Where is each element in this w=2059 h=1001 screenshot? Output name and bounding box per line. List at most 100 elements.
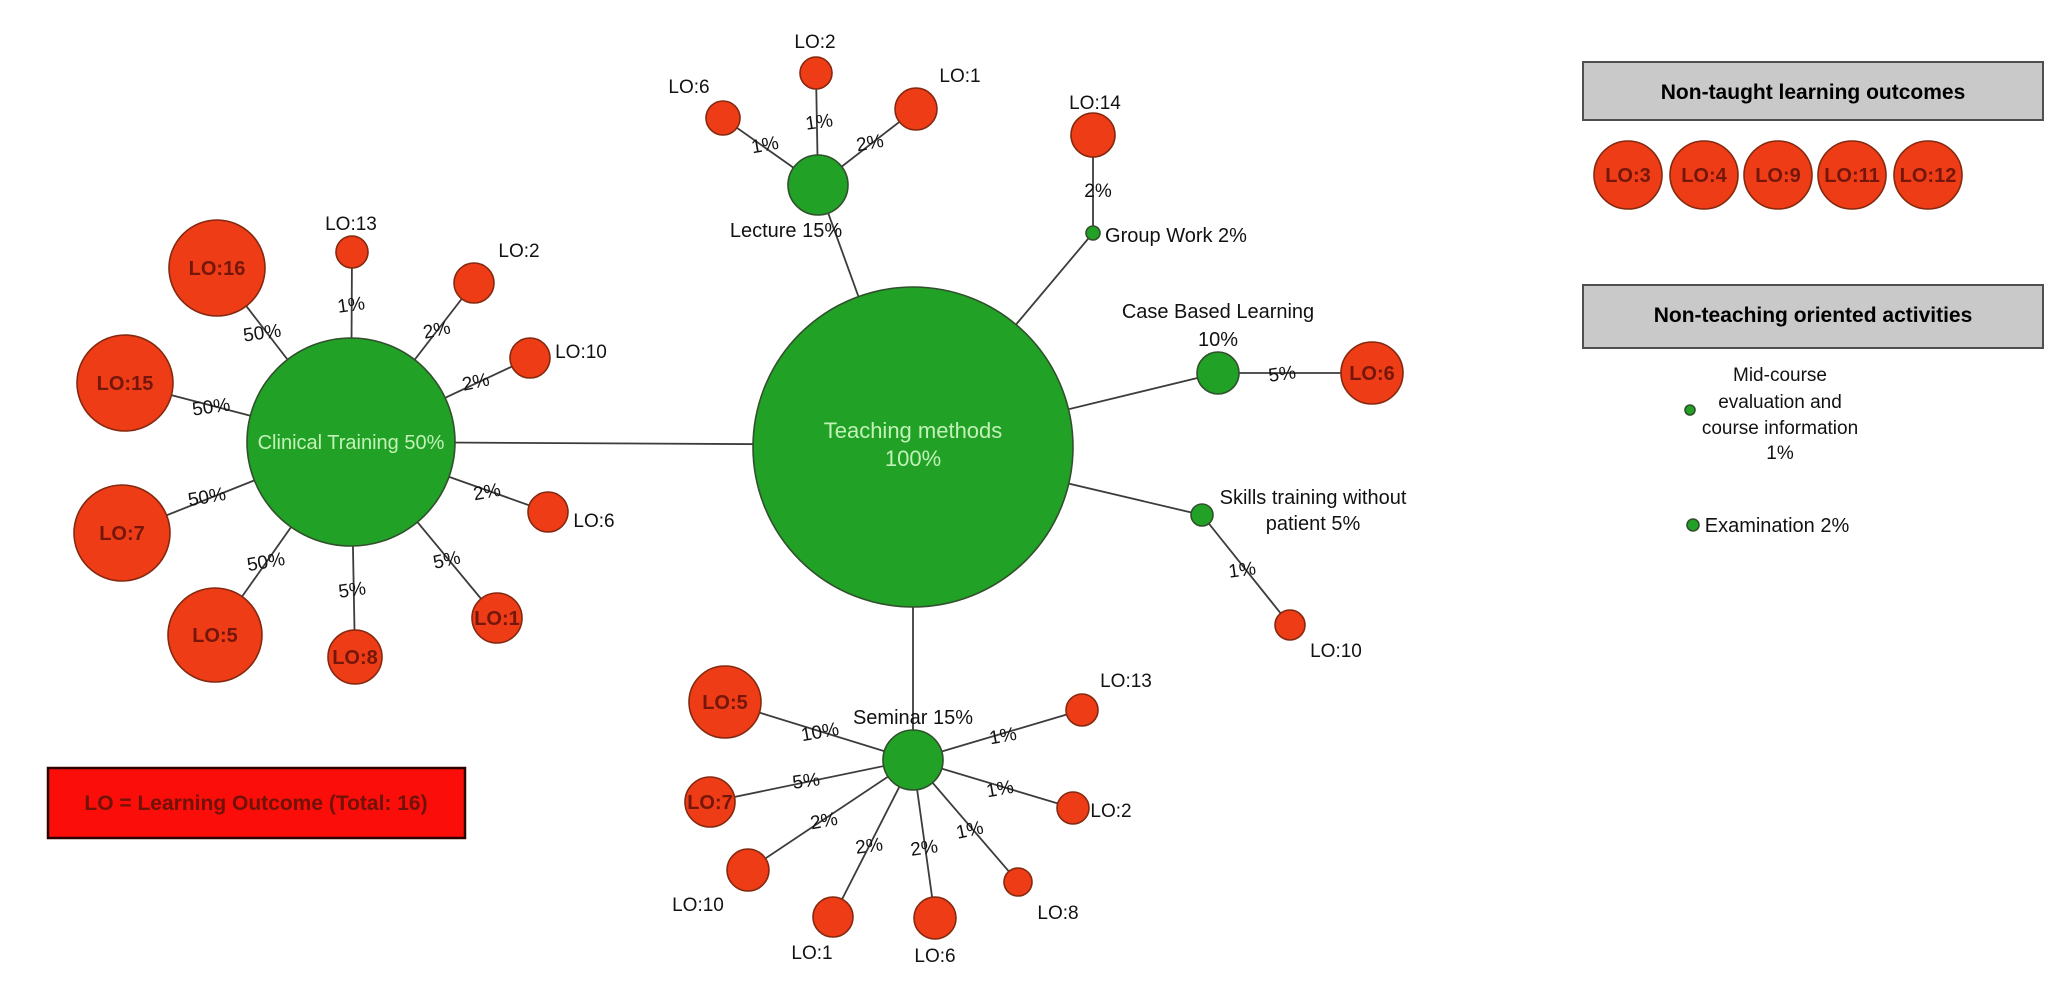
legend-lo4-label: LO:4 <box>1681 165 1727 187</box>
seminar-lo8-label: LO:8 <box>1037 903 1078 924</box>
node-clinical-lo6 <box>527 491 569 533</box>
pct-groupwork-lo14: 2% <box>1084 181 1112 202</box>
pct-seminar-lo6: 2% <box>909 836 939 861</box>
node-seminar <box>882 729 944 791</box>
node-seminar-lo13 <box>1065 693 1099 727</box>
teaching-methods-pct: 100% <box>885 446 941 471</box>
node-legend-lo3 <box>1593 140 1663 210</box>
pct-lecture-lo1: 2% <box>855 131 886 156</box>
node-clinical-lo2 <box>453 262 495 304</box>
legend-lo9-label: LO:9 <box>1755 165 1801 187</box>
node-skills-training <box>1190 503 1214 527</box>
clinical-lo10-label: LO:10 <box>555 342 607 363</box>
clinical-lo15-label: LO:15 <box>97 373 154 395</box>
node-seminar-lo5 <box>688 665 762 739</box>
node-lecture-lo1 <box>894 87 938 131</box>
node-legend-lo12 <box>1893 140 1963 210</box>
node-clinical-lo7 <box>73 484 171 582</box>
node-teaching-methods <box>752 286 1074 608</box>
clinical-training-label: Clinical Training 50% <box>258 432 445 454</box>
seminar-lo10-label: LO:10 <box>672 895 724 916</box>
pct-lecture-lo2: 1% <box>804 110 834 135</box>
node-seminar-lo6 <box>913 896 957 940</box>
cbl-label-line2: 10% <box>1198 329 1238 351</box>
clinical-lo6-label: LO:6 <box>573 511 614 532</box>
node-clinical-lo1 <box>471 592 523 644</box>
node-seminar-lo8 <box>1003 867 1033 897</box>
node-legend-lo4 <box>1669 140 1739 210</box>
legend-activities-title: Non-teaching oriented activities <box>1654 304 1973 327</box>
pct-clinical-lo8: 5% <box>337 578 367 603</box>
group-work-label: Group Work 2% <box>1105 225 1247 247</box>
pct-seminar-lo10: 2% <box>809 809 840 834</box>
cbl-label-line1: Case Based Learning <box>1122 301 1314 323</box>
legend-lo11-label: LO:11 <box>1824 165 1880 187</box>
node-lecture-lo2 <box>799 56 833 90</box>
legend-non-taught: Non-taught learning outcomes LO:3 LO:4 L… <box>1582 61 2044 210</box>
node-clinical-training <box>246 337 456 547</box>
mid-course-dot <box>1684 404 1696 416</box>
clinical-lo1-label: LO:1 <box>474 608 520 630</box>
pct-skills-lo10: 1% <box>1227 558 1257 583</box>
node-clinical-lo16 <box>168 219 266 317</box>
seminar-lo6-label: LO:6 <box>914 946 955 967</box>
pct-cbl-lo6: 5% <box>1267 362 1297 387</box>
method-nodes <box>246 154 1240 791</box>
key: LO = Learning Outcome (Total: 16) <box>46 766 467 840</box>
node-seminar-lo10 <box>726 848 770 892</box>
skills-label-line1: Skills training without <box>1220 487 1407 509</box>
node-cbl-lo6 <box>1340 341 1404 405</box>
node-groupwork-lo14 <box>1070 112 1116 158</box>
pct-clinical-lo6: 2% <box>472 480 503 505</box>
legend-activities: Non-teaching oriented activities Mid-cou… <box>1582 284 2044 537</box>
edge-skills-lo10 <box>1201 514 1291 626</box>
node-case-based-learning <box>1196 351 1240 395</box>
method-labels: Teaching methods 100% Clinical Training … <box>258 220 1407 729</box>
node-clinical-lo8 <box>327 629 383 685</box>
pct-clinical-lo7: 50% <box>186 484 227 511</box>
edge-weight-labels: 50% 1% 2% 2% 50% 2% 50% 5% 50% 5% 1% 1% … <box>186 110 1297 861</box>
skills-lo10-label: LO:10 <box>1310 641 1362 662</box>
lecture-lo2-label: LO:2 <box>794 32 835 53</box>
pct-seminar-lo2: 1% <box>985 777 1016 802</box>
outcome-labels: LO:16 LO:15 LO:7 LO:5 LO:8 LO:1 LO:13 LO… <box>97 32 1395 967</box>
pct-seminar-lo13: 1% <box>988 724 1019 749</box>
seminar-lo7-label: LO:7 <box>687 792 733 814</box>
mid-course-line1: Mid-course <box>1733 365 1827 386</box>
seminar-lo1-label: LO:1 <box>791 943 832 964</box>
pct-clinical-lo10: 2% <box>460 369 491 395</box>
node-legend-lo11 <box>1817 140 1887 210</box>
node-group-work <box>1085 225 1101 241</box>
pct-clinical-lo15: 50% <box>191 394 232 420</box>
mid-course-line2: evaluation and <box>1718 392 1842 413</box>
pct-clinical-lo13: 1% <box>336 293 366 318</box>
legend-lo3-label: LO:3 <box>1605 165 1651 187</box>
mid-course-line4: 1% <box>1766 443 1794 464</box>
examination-dot <box>1686 518 1700 532</box>
clinical-lo5-label: LO:5 <box>192 625 238 647</box>
pct-clinical-lo2: 2% <box>421 317 452 343</box>
key-label: LO = Learning Outcome (Total: 16) <box>84 792 427 815</box>
clinical-lo8-label: LO:8 <box>332 647 378 669</box>
seminar-lo13-label: LO:13 <box>1100 671 1152 692</box>
node-clinical-lo5 <box>167 587 263 683</box>
node-clinical-lo15 <box>76 334 174 432</box>
edge-seminar-lo10 <box>747 759 914 871</box>
node-seminar-lo7 <box>684 776 736 828</box>
legend-non-taught-title: Non-taught learning outcomes <box>1661 81 1966 104</box>
mid-course-line3: course information <box>1702 418 1858 439</box>
node-legend-lo9 <box>1743 140 1813 210</box>
node-skills-lo10 <box>1274 609 1306 641</box>
teaching-methods-label: Teaching methods <box>824 418 1003 443</box>
pct-seminar-lo7: 5% <box>791 769 821 794</box>
legend-activities-box <box>1582 284 2044 349</box>
pct-seminar-lo5: 10% <box>799 719 840 746</box>
node-lecture-lo6 <box>705 100 741 136</box>
node-seminar-lo1 <box>812 896 854 938</box>
clinical-lo2-label: LO:2 <box>498 241 539 262</box>
pct-seminar-lo1: 2% <box>854 834 884 859</box>
clinical-lo7-label: LO:7 <box>99 523 145 545</box>
clinical-lo16-label: LO:16 <box>189 258 246 280</box>
